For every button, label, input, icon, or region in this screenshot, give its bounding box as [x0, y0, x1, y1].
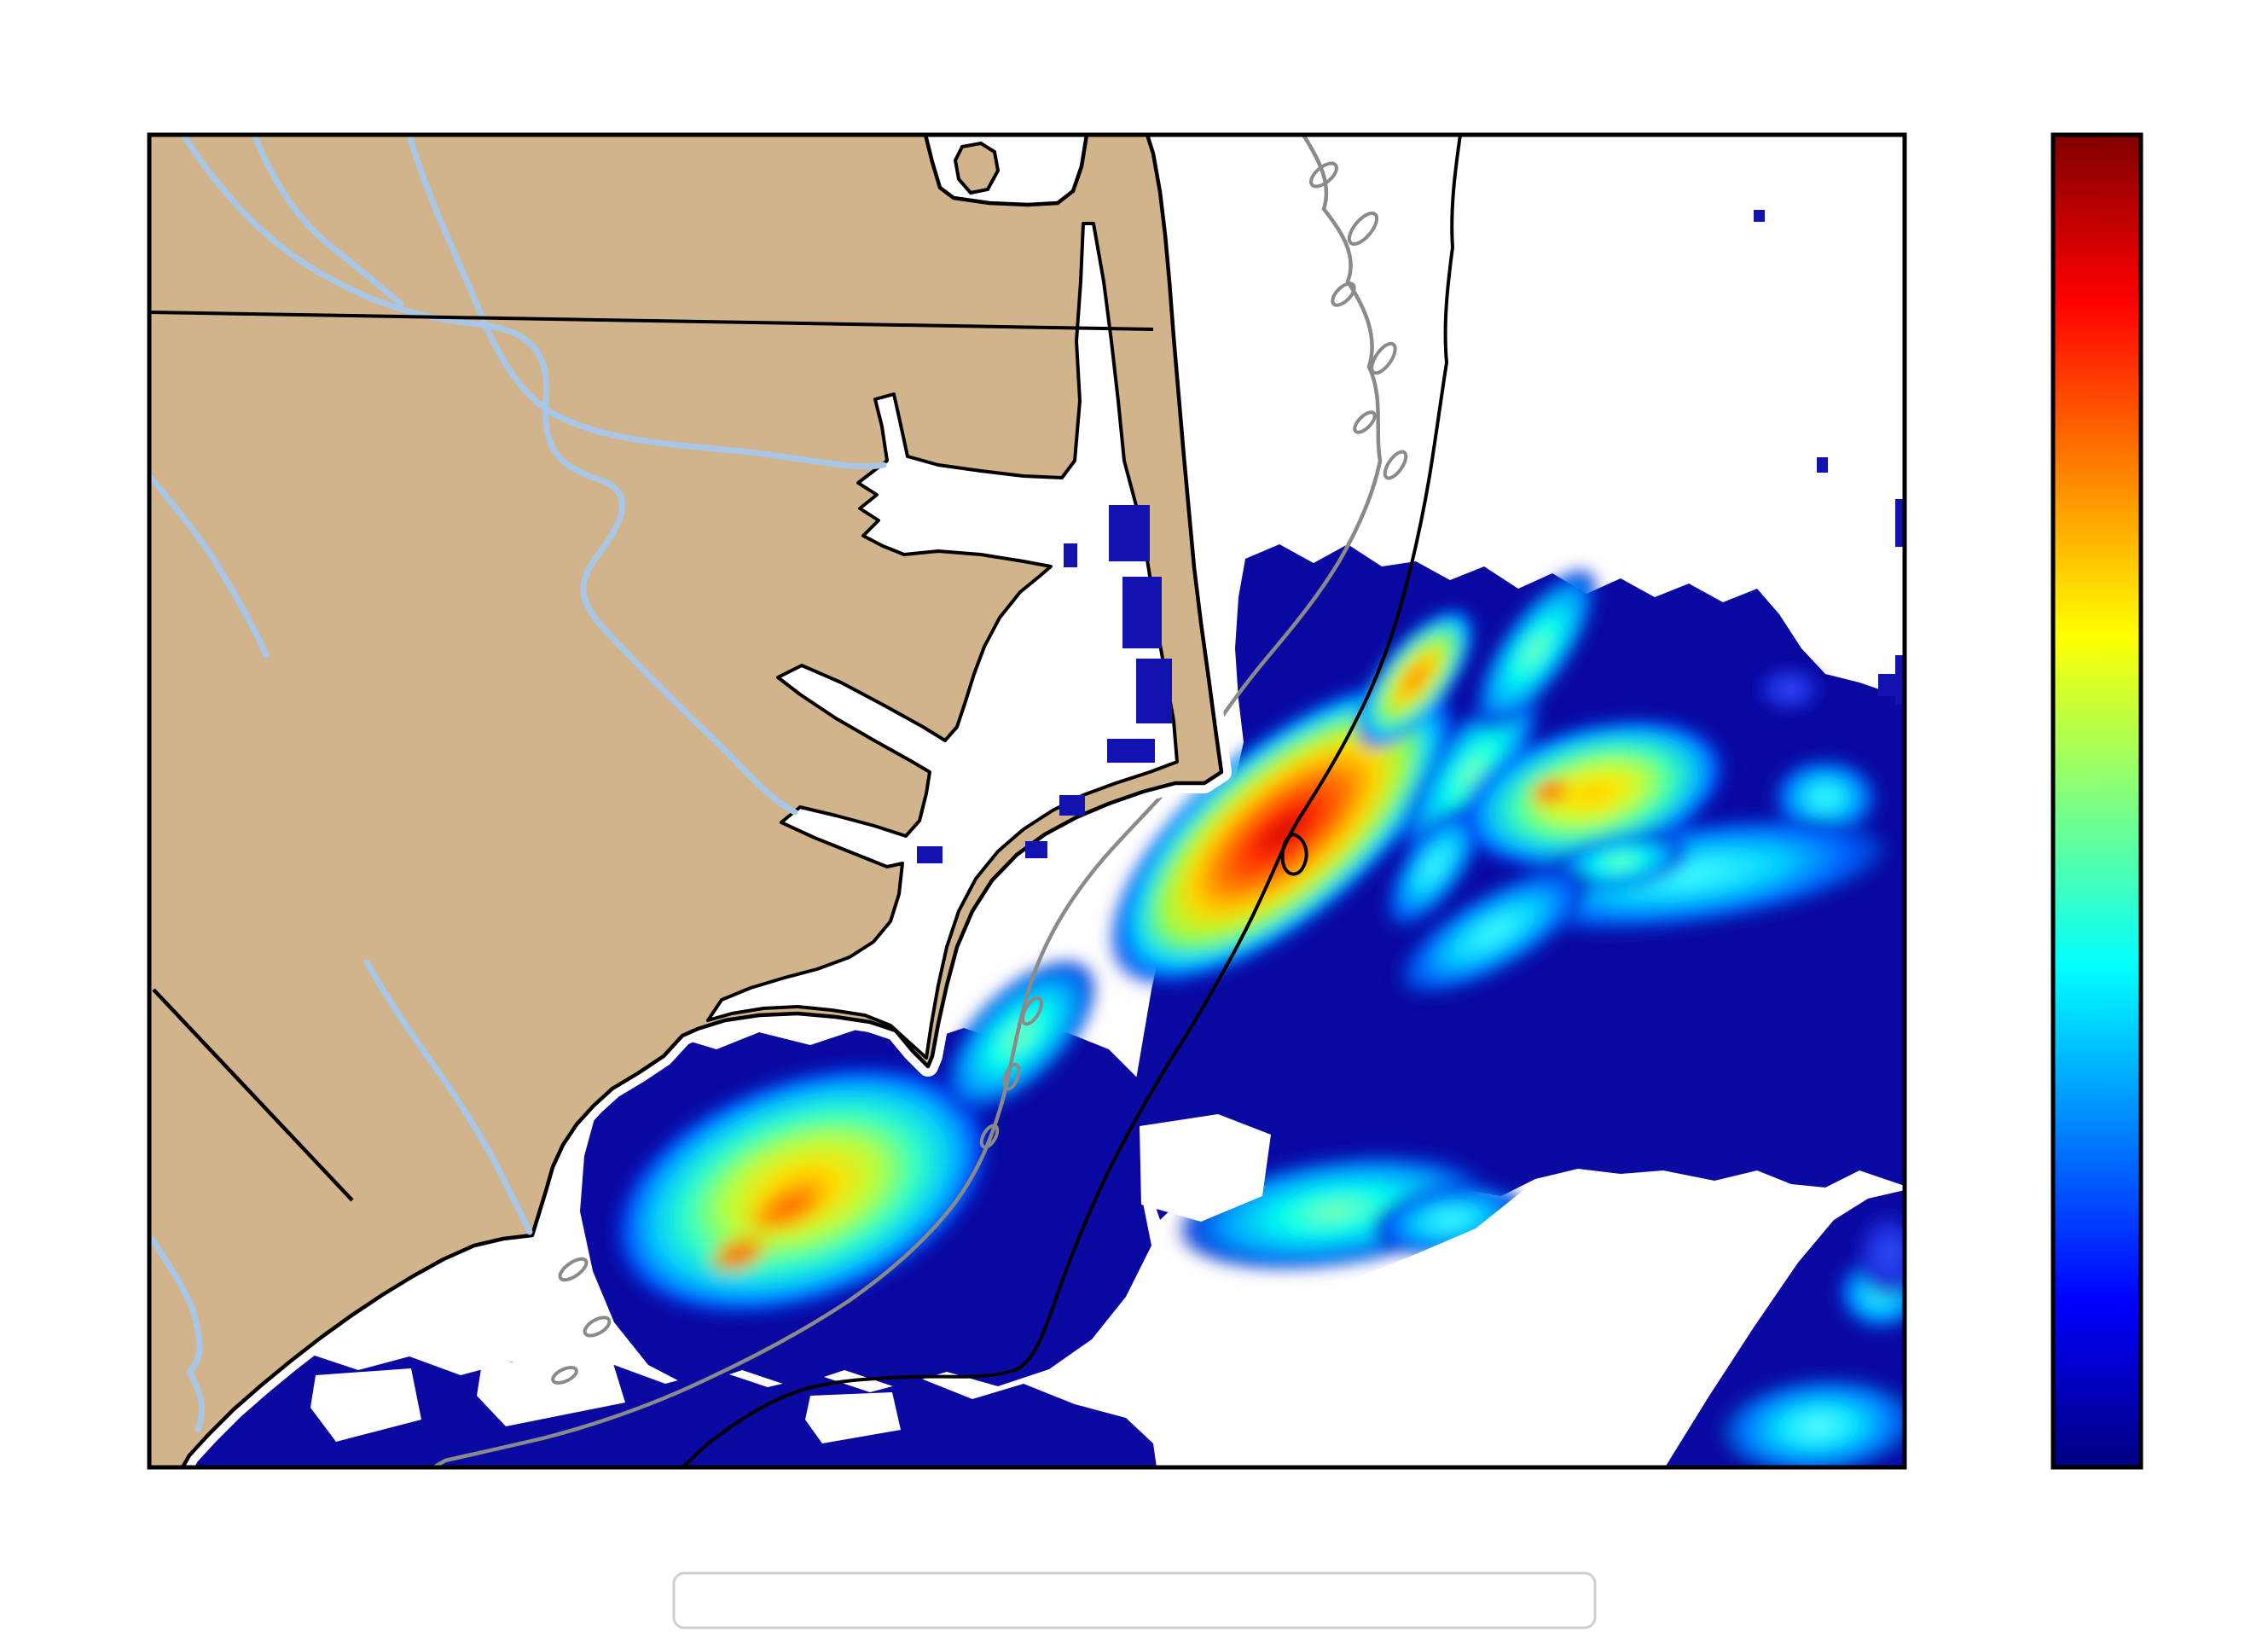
- sst-filament-b: [1385, 803, 1484, 929]
- sound-sst-specks: [917, 505, 1172, 863]
- legend: [672, 1571, 1597, 1629]
- sst-warm-neck: [940, 957, 1099, 1116]
- river-left-edge: [149, 474, 270, 659]
- sst-warm-front-tip: [1356, 607, 1476, 749]
- cloud-gap-small-c: [477, 1358, 625, 1426]
- sst-filament-d: [1397, 867, 1592, 996]
- sst-warm-onslow-orange-core: [740, 1175, 838, 1240]
- contour-20-fathom-shoal-loops: [551, 161, 1408, 1385]
- sst-blue-patch: [1752, 664, 1827, 715]
- contour-100-fathom-loop: [1280, 832, 1308, 876]
- colorbar-gradient: [2050, 132, 2143, 1470]
- river-northeast-small: [251, 135, 404, 307]
- sst-filament-c: [1471, 566, 1599, 735]
- plot-frame: [147, 132, 1907, 1470]
- river-roanoke: [180, 135, 798, 816]
- cloud-gap-small-b: [310, 1368, 421, 1442]
- sst-warm-front-core: [1107, 676, 1460, 988]
- rivers: [149, 135, 887, 1433]
- state-borders: [149, 311, 1154, 1202]
- river-pee-dee: [149, 1235, 206, 1433]
- river-chowan: [406, 135, 887, 470]
- cloud-gap-small-d: [805, 1392, 901, 1443]
- landmass: [149, 135, 1232, 1467]
- sst-specks: [1754, 210, 1905, 705]
- sst-blue-right-edge: [1850, 1206, 1905, 1302]
- bathymetry-contours: [429, 135, 1462, 1467]
- sst-warm-bottom-right: [1718, 1206, 1905, 1467]
- border-nc-sc: [152, 988, 354, 1202]
- border-nc-va: [149, 311, 1154, 331]
- contour-100-fathom: [680, 135, 1462, 1467]
- barrier-islet: [953, 141, 1001, 195]
- cloud-gaps: [310, 1114, 1842, 1467]
- inland-sounds: [706, 222, 1179, 1060]
- sst-cyan-bottom-right: [1718, 1376, 1905, 1467]
- map-canvas: [149, 135, 1905, 1467]
- contour-20-fathom: [429, 135, 1383, 1467]
- sst-warm-onslow-orange-core2: [704, 1231, 774, 1277]
- colorbar: [2050, 132, 2143, 1470]
- sst-warm-yellow-orange-dot: [1525, 774, 1576, 810]
- sst-warm-gulf-stream-features: [609, 566, 1892, 1319]
- legend-box: [672, 1571, 1597, 1629]
- river-cape-fear: [363, 959, 533, 1235]
- cloud-gap-southeast: [1160, 1176, 1842, 1467]
- cloud-gap-small-a: [1140, 1114, 1271, 1222]
